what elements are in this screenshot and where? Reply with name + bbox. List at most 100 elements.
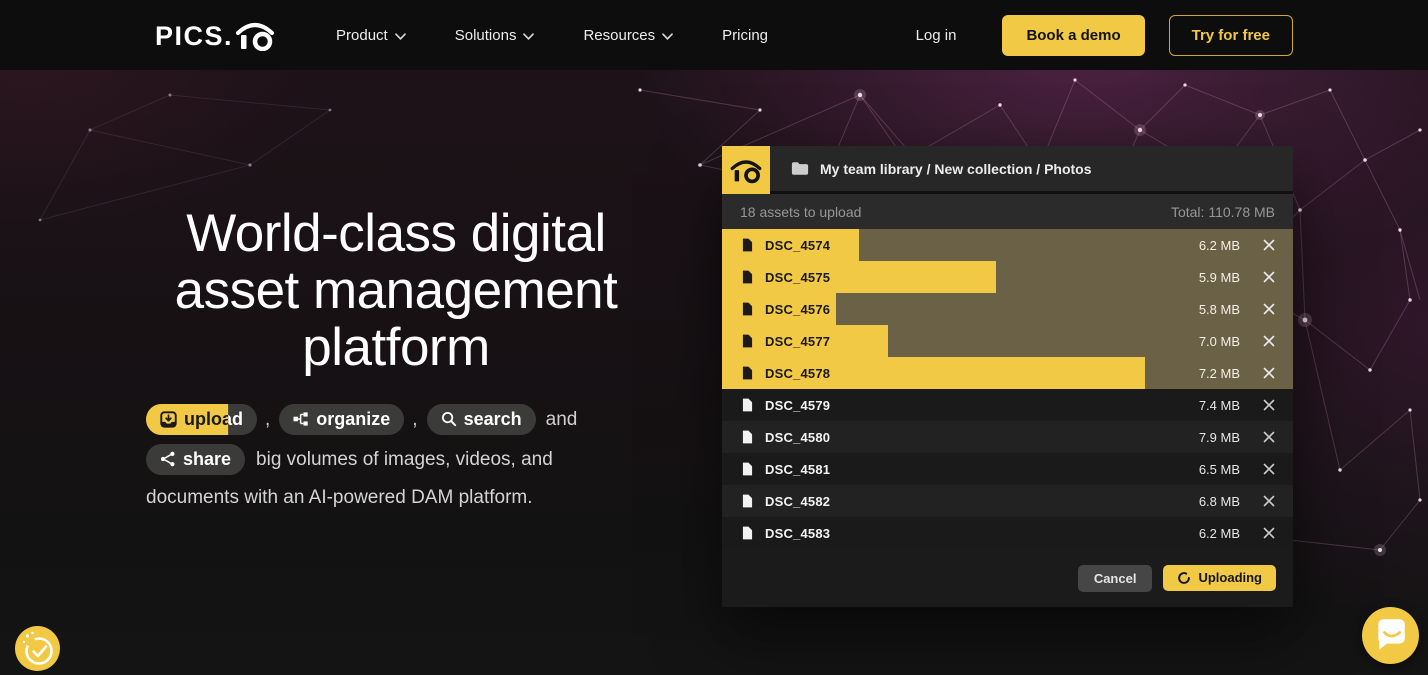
nav-item-product[interactable]: Product xyxy=(336,27,406,44)
chevron-down-icon xyxy=(662,32,674,40)
top-nav: PICS. Product Solutions Resources Pricin… xyxy=(0,0,1428,70)
file-icon xyxy=(742,494,753,508)
remove-file-button[interactable] xyxy=(1261,461,1277,477)
chevron-down-icon xyxy=(394,32,406,40)
separator: , xyxy=(412,408,418,430)
picsio-logo-text: PICS. xyxy=(155,21,234,51)
page-title: World-class digital asset management pla… xyxy=(140,205,652,376)
chat-bubble-icon xyxy=(1378,619,1405,650)
picsio-camera-icon xyxy=(730,159,762,183)
file-size: 5.8 MB xyxy=(1198,301,1240,317)
tag-search-label: search xyxy=(463,409,522,429)
upload-file-row: DSC_4575 5.9 MB xyxy=(722,261,1293,293)
remove-file-button[interactable] xyxy=(1261,365,1277,381)
file-icon xyxy=(742,302,753,316)
tag-organize-label: organize xyxy=(316,409,391,429)
chevron-down-icon xyxy=(523,32,535,40)
chat-launcher-button[interactable] xyxy=(1362,607,1419,664)
tag-upload-progress-overlay: upload xyxy=(146,404,229,435)
tag-line-2: share big volumes of images, videos, and xyxy=(146,444,646,475)
folder-icon xyxy=(791,162,809,175)
file-icon xyxy=(742,462,753,476)
nav-item-pricing[interactable]: Pricing xyxy=(722,26,769,44)
file-size: 7.2 MB xyxy=(1198,365,1240,381)
file-icon xyxy=(742,334,753,348)
file-icon xyxy=(742,270,753,284)
assets-count: 18 assets to upload xyxy=(740,203,862,220)
spinner-icon xyxy=(1178,571,1191,584)
description-line-1: big volumes of images, videos, and xyxy=(256,448,553,470)
search-icon xyxy=(441,412,456,427)
file-icon xyxy=(742,238,753,252)
file-name: DSC_4580 xyxy=(765,429,831,445)
file-size: 7.4 MB xyxy=(1198,397,1240,413)
upload-file-row: DSC_4579 7.4 MB xyxy=(722,389,1293,421)
remove-file-button[interactable] xyxy=(1261,429,1277,445)
file-size: 7.9 MB xyxy=(1198,429,1240,445)
title-line: platform xyxy=(302,318,490,377)
upload-file-row: DSC_4576 5.8 MB xyxy=(722,293,1293,325)
tag-share-label: share xyxy=(183,449,232,469)
book-demo-button[interactable]: Book a demo xyxy=(1002,14,1145,56)
tag-line-1: upload upload , organ xyxy=(146,404,646,435)
file-name: DSC_4578 xyxy=(765,365,831,381)
remove-file-button[interactable] xyxy=(1261,301,1277,317)
upload-file-row: DSC_4574 6.2 MB xyxy=(722,229,1293,261)
remove-file-button[interactable] xyxy=(1261,333,1277,349)
title-line: World-class digital xyxy=(186,204,606,263)
title-line: asset management xyxy=(174,261,618,320)
upload-file-row: DSC_4583 6.2 MB xyxy=(722,517,1293,549)
login-link[interactable]: Log in xyxy=(915,26,957,44)
upload-progress-bar xyxy=(722,293,837,325)
file-name: DSC_4574 xyxy=(765,237,831,253)
hero-subtitle: upload upload , organ xyxy=(146,404,646,512)
tag-share-pill: share xyxy=(146,444,246,475)
upload-panel-header: My team library / New collection / Photo… xyxy=(722,146,1293,194)
cancel-button[interactable]: Cancel xyxy=(1077,564,1153,592)
separator: , xyxy=(265,408,271,430)
try-for-free-button[interactable]: Try for free xyxy=(1168,14,1293,56)
file-size: 6.2 MB xyxy=(1198,237,1240,253)
breadcrumb[interactable]: My team library / New collection / Photo… xyxy=(770,146,1092,191)
upload-progress-bar xyxy=(722,357,1145,389)
breadcrumb-text: My team library / New collection / Photo… xyxy=(820,160,1092,177)
file-icon xyxy=(742,398,753,412)
file-size: 6.2 MB xyxy=(1198,525,1240,541)
hero-section: World-class digital asset management pla… xyxy=(0,70,1428,675)
upload-summary-bar: 18 assets to upload Total: 110.78 MB xyxy=(722,194,1293,229)
tag-search-pill: search xyxy=(426,404,536,435)
file-name: DSC_4582 xyxy=(765,493,831,509)
total-size: Total: 110.78 MB xyxy=(1170,203,1275,220)
upload-file-row: DSC_4577 7.0 MB xyxy=(722,325,1293,357)
file-name: DSC_4583 xyxy=(765,525,831,541)
picsio-app-logo[interactable] xyxy=(722,146,770,194)
nav-item-resources[interactable]: Resources xyxy=(583,27,674,44)
nav-actions: Log in Book a demo Try for free xyxy=(915,14,1428,56)
file-name: DSC_4581 xyxy=(765,461,831,477)
remove-file-button[interactable] xyxy=(1261,525,1277,541)
tag-upload-pill: upload upload xyxy=(146,404,257,435)
conjunction-text: and xyxy=(545,408,578,430)
file-name: DSC_4576 xyxy=(765,301,831,317)
upload-file-row: DSC_4582 6.8 MB xyxy=(722,485,1293,517)
file-size: 6.5 MB xyxy=(1198,461,1240,477)
file-name: DSC_4579 xyxy=(765,397,831,413)
nav-item-solutions[interactable]: Solutions xyxy=(455,27,535,44)
file-name: DSC_4577 xyxy=(765,333,831,349)
remove-file-button[interactable] xyxy=(1261,397,1277,413)
remove-file-button[interactable] xyxy=(1261,269,1277,285)
upload-panel-mockup: My team library / New collection / Photo… xyxy=(722,146,1293,607)
upload-file-list: DSC_4574 6.2 MB DSC_4575 5.9 MB DSC_4576 5.8 … xyxy=(722,229,1293,549)
file-icon xyxy=(742,366,753,380)
remove-file-button[interactable] xyxy=(1261,237,1277,253)
description-line-2: documents with an AI-powered DAM platfor… xyxy=(146,487,533,508)
uploading-label: Uploading xyxy=(1198,570,1262,585)
picsio-logo[interactable]: PICS. xyxy=(155,20,276,51)
file-size: 7.0 MB xyxy=(1198,333,1240,349)
file-size: 6.8 MB xyxy=(1198,493,1240,509)
upload-progress-bar xyxy=(722,261,997,293)
upload-file-row: DSC_4578 7.2 MB xyxy=(722,357,1293,389)
cookie-consent-button[interactable] xyxy=(15,626,60,671)
remove-file-button[interactable] xyxy=(1261,493,1277,509)
uploading-button[interactable]: Uploading xyxy=(1163,565,1276,591)
